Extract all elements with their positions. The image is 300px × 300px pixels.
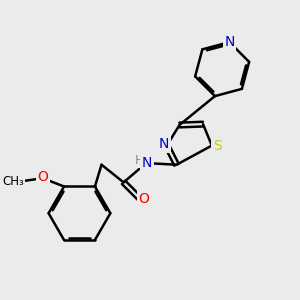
Text: N: N	[224, 35, 235, 49]
Text: N: N	[142, 156, 152, 170]
Text: CH₃: CH₃	[3, 175, 24, 188]
Text: H: H	[135, 154, 145, 167]
Text: S: S	[213, 139, 221, 153]
Text: O: O	[139, 191, 150, 206]
Text: O: O	[38, 170, 48, 184]
Text: N: N	[159, 137, 169, 151]
